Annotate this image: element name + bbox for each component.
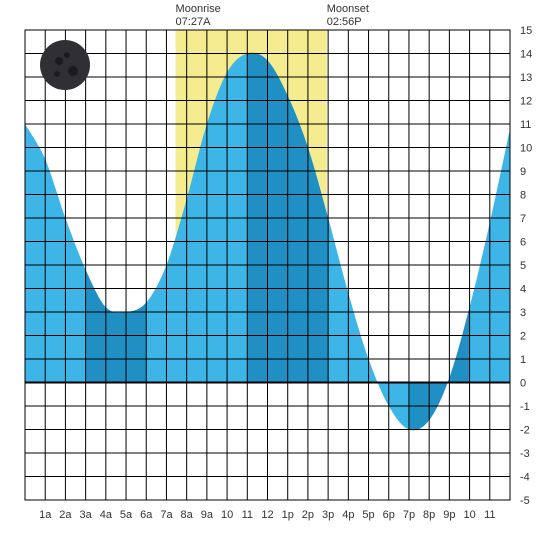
x-tick-label: 6p xyxy=(383,509,395,521)
y-tick-label: 1 xyxy=(520,354,526,366)
y-tick-label: 0 xyxy=(520,378,526,390)
x-tick-label: 2p xyxy=(302,509,314,521)
y-tick-label: 8 xyxy=(520,190,526,202)
tide-chart: -5-4-3-2-101234567891011121314151a2a3a4a… xyxy=(0,0,550,550)
x-tick-label: 9p xyxy=(443,509,455,521)
y-tick-label: -1 xyxy=(520,401,530,413)
moonset-label: Moonset xyxy=(327,3,369,15)
y-tick-label: 15 xyxy=(520,25,532,37)
x-tick-label: 3a xyxy=(80,509,93,521)
x-tick-label: 5a xyxy=(120,509,133,521)
x-tick-label: 1a xyxy=(39,509,52,521)
x-tick-label: 11 xyxy=(242,509,253,521)
x-tick-label: 11 xyxy=(484,509,495,521)
y-tick-label: 6 xyxy=(520,237,526,249)
chart-svg: -5-4-3-2-101234567891011121314151a2a3a4a… xyxy=(0,0,550,550)
x-tick-label: 7p xyxy=(403,509,415,521)
y-tick-label: -4 xyxy=(520,472,530,484)
x-tick-label: 3p xyxy=(322,509,334,521)
x-tick-label: 6a xyxy=(140,509,153,521)
y-tick-label: 11 xyxy=(520,119,531,131)
x-tick-label: 10 xyxy=(221,509,233,521)
moonset-time: 02:56P xyxy=(327,16,362,28)
y-tick-label: -3 xyxy=(520,448,530,460)
x-tick-label: 7a xyxy=(160,509,173,521)
x-tick-label: 9a xyxy=(201,509,214,521)
x-tick-label: 1p xyxy=(282,509,294,521)
x-tick-label: 2a xyxy=(59,509,72,521)
y-tick-label: -5 xyxy=(520,495,530,507)
y-tick-label: 9 xyxy=(520,166,526,178)
moonrise-time: 07:27A xyxy=(176,16,212,28)
y-tick-label: 14 xyxy=(520,49,532,61)
x-tick-label: 12 xyxy=(261,509,273,521)
x-tick-label: 5p xyxy=(362,509,374,521)
y-tick-label: 2 xyxy=(520,331,526,343)
y-tick-label: 3 xyxy=(520,307,526,319)
y-tick-label: 4 xyxy=(520,284,526,296)
y-tick-label: 13 xyxy=(520,72,532,84)
y-tick-label: -2 xyxy=(520,425,530,437)
moonrise-label: Moonrise xyxy=(176,3,221,15)
moon-icon xyxy=(40,40,90,90)
x-tick-label: 8p xyxy=(423,509,435,521)
y-tick-label: 12 xyxy=(520,96,532,108)
y-tick-label: 7 xyxy=(520,213,526,225)
x-tick-label: 8a xyxy=(181,509,194,521)
y-tick-label: 10 xyxy=(520,143,532,155)
x-tick-label: 4p xyxy=(342,509,354,521)
x-tick-label: 4a xyxy=(100,509,113,521)
y-tick-label: 5 xyxy=(520,260,526,272)
x-tick-label: 10 xyxy=(463,509,475,521)
